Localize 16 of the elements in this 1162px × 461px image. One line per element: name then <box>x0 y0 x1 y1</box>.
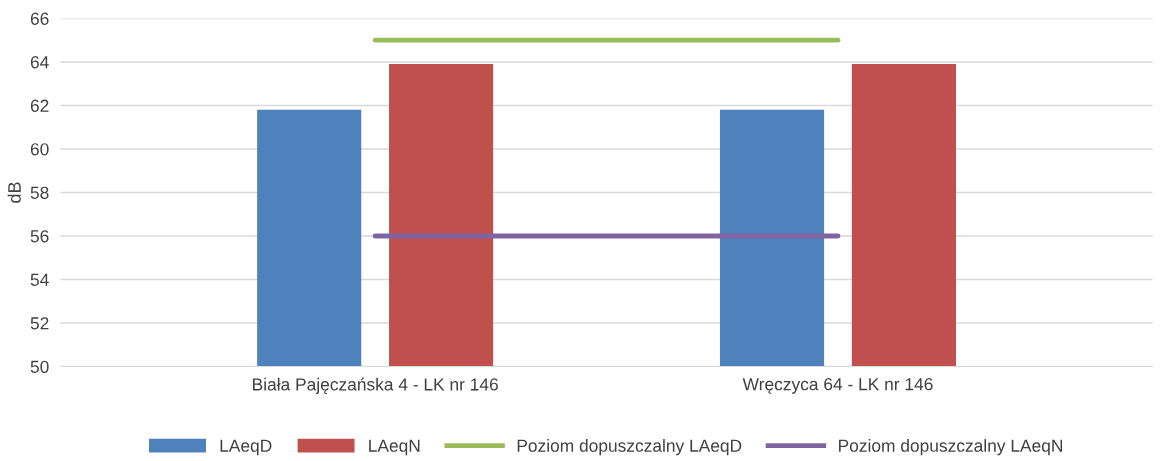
x-tick-label: Biała Pajęczańska 4 - LK nr 146 <box>253 377 498 395</box>
y-tick-label: 50 <box>30 360 49 373</box>
legend-label: Poziom dopuszczalny LAeqD <box>517 439 742 456</box>
y-tick-label: 52 <box>30 317 49 330</box>
legend-label: LAeqD <box>220 439 272 456</box>
x-tick-label: Wręczyca 64 - LK nr 146 <box>742 378 933 394</box>
y-tick-label: 60 <box>30 143 49 156</box>
y-tick-label: 66 <box>30 12 49 25</box>
y-tick-label: 54 <box>30 273 49 286</box>
y-tick-label: 56 <box>30 230 49 243</box>
legend-label: Poziom dopuszczalny LAeqN <box>839 439 1062 456</box>
y-tick-label: 62 <box>30 99 49 112</box>
y-tick-label: 58 <box>30 186 49 199</box>
y-tick-label: 64 <box>30 56 49 69</box>
legend-label: LAeqN <box>369 439 420 456</box>
y-axis-title: dB <box>7 182 21 203</box>
